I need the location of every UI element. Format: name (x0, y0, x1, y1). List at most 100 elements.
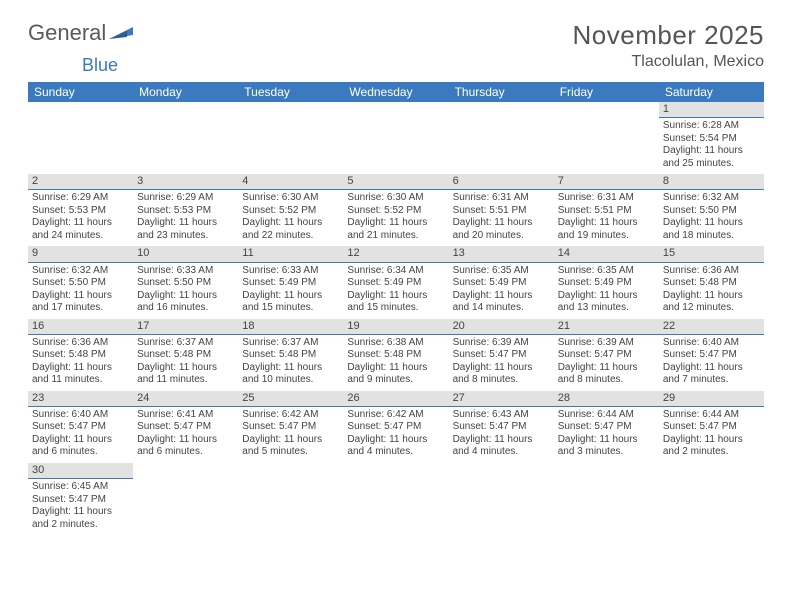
sunrise-text: Sunrise: 6:28 AM (663, 120, 760, 133)
daylight-text: Daylight: 11 hours (347, 362, 444, 375)
day-number: 25 (238, 391, 343, 407)
sunrise-text: Sunrise: 6:32 AM (32, 265, 129, 278)
day-header-saturday: Saturday (659, 82, 764, 102)
daylight-text: and 8 minutes. (453, 374, 550, 387)
day-details: Sunrise: 6:35 AMSunset: 5:49 PMDaylight:… (554, 263, 659, 319)
daylight-text: Daylight: 11 hours (558, 217, 655, 230)
daylight-text: and 9 minutes. (347, 374, 444, 387)
daylight-text: and 10 minutes. (242, 374, 339, 387)
day-number: 14 (554, 246, 659, 262)
empty-cell (343, 102, 448, 174)
day-details: Sunrise: 6:31 AMSunset: 5:51 PMDaylight:… (449, 190, 554, 246)
daylight-text: Daylight: 11 hours (242, 434, 339, 447)
sunrise-text: Sunrise: 6:31 AM (558, 192, 655, 205)
day-cell-5: 5Sunrise: 6:30 AMSunset: 5:52 PMDaylight… (343, 174, 448, 246)
sunset-text: Sunset: 5:47 PM (558, 421, 655, 434)
day-cell-15: 15Sunrise: 6:36 AMSunset: 5:48 PMDayligh… (659, 246, 764, 318)
day-number: 7 (554, 174, 659, 190)
daylight-text: Daylight: 11 hours (32, 506, 129, 519)
daylight-text: Daylight: 11 hours (32, 217, 129, 230)
sunset-text: Sunset: 5:47 PM (663, 349, 760, 362)
day-details: Sunrise: 6:39 AMSunset: 5:47 PMDaylight:… (449, 335, 554, 391)
day-number: 10 (133, 246, 238, 262)
week-row: 9Sunrise: 6:32 AMSunset: 5:50 PMDaylight… (28, 246, 764, 318)
day-details: Sunrise: 6:35 AMSunset: 5:49 PMDaylight:… (449, 263, 554, 319)
day-cell-18: 18Sunrise: 6:37 AMSunset: 5:48 PMDayligh… (238, 319, 343, 391)
daylight-text: Daylight: 11 hours (32, 434, 129, 447)
sunrise-text: Sunrise: 6:36 AM (663, 265, 760, 278)
day-details: Sunrise: 6:30 AMSunset: 5:52 PMDaylight:… (238, 190, 343, 246)
sunrise-text: Sunrise: 6:33 AM (137, 265, 234, 278)
day-header-thursday: Thursday (449, 82, 554, 102)
sunset-text: Sunset: 5:47 PM (347, 421, 444, 434)
day-details: Sunrise: 6:44 AMSunset: 5:47 PMDaylight:… (554, 407, 659, 463)
sunset-text: Sunset: 5:52 PM (242, 205, 339, 218)
sunrise-text: Sunrise: 6:35 AM (453, 265, 550, 278)
flag-icon (109, 25, 137, 43)
sunrise-text: Sunrise: 6:33 AM (242, 265, 339, 278)
daylight-text: Daylight: 11 hours (663, 217, 760, 230)
daylight-text: and 21 minutes. (347, 230, 444, 243)
day-cell-12: 12Sunrise: 6:34 AMSunset: 5:49 PMDayligh… (343, 246, 448, 318)
empty-cell (133, 463, 238, 535)
sunrise-text: Sunrise: 6:30 AM (242, 192, 339, 205)
daylight-text: and 12 minutes. (663, 302, 760, 315)
sunrise-text: Sunrise: 6:31 AM (453, 192, 550, 205)
daylight-text: and 11 minutes. (137, 374, 234, 387)
daylight-text: and 17 minutes. (32, 302, 129, 315)
daylight-text: and 2 minutes. (32, 519, 129, 532)
day-number: 3 (133, 174, 238, 190)
day-details: Sunrise: 6:40 AMSunset: 5:47 PMDaylight:… (659, 335, 764, 391)
day-cell-7: 7Sunrise: 6:31 AMSunset: 5:51 PMDaylight… (554, 174, 659, 246)
day-details: Sunrise: 6:42 AMSunset: 5:47 PMDaylight:… (238, 407, 343, 463)
sunset-text: Sunset: 5:48 PM (32, 349, 129, 362)
sunrise-text: Sunrise: 6:37 AM (137, 337, 234, 350)
day-header-wednesday: Wednesday (343, 82, 448, 102)
sunrise-text: Sunrise: 6:40 AM (32, 409, 129, 422)
sunrise-text: Sunrise: 6:40 AM (663, 337, 760, 350)
day-cell-14: 14Sunrise: 6:35 AMSunset: 5:49 PMDayligh… (554, 246, 659, 318)
daylight-text: and 3 minutes. (558, 446, 655, 459)
day-header-tuesday: Tuesday (238, 82, 343, 102)
sunrise-text: Sunrise: 6:43 AM (453, 409, 550, 422)
day-number: 23 (28, 391, 133, 407)
day-details: Sunrise: 6:41 AMSunset: 5:47 PMDaylight:… (133, 407, 238, 463)
sunset-text: Sunset: 5:48 PM (242, 349, 339, 362)
day-cell-27: 27Sunrise: 6:43 AMSunset: 5:47 PMDayligh… (449, 391, 554, 463)
day-cell-8: 8Sunrise: 6:32 AMSunset: 5:50 PMDaylight… (659, 174, 764, 246)
day-cell-17: 17Sunrise: 6:37 AMSunset: 5:48 PMDayligh… (133, 319, 238, 391)
daylight-text: Daylight: 11 hours (663, 434, 760, 447)
brand-general: General (28, 20, 106, 46)
sunrise-text: Sunrise: 6:37 AM (242, 337, 339, 350)
sunrise-text: Sunrise: 6:34 AM (347, 265, 444, 278)
sunset-text: Sunset: 5:48 PM (137, 349, 234, 362)
sunset-text: Sunset: 5:47 PM (558, 349, 655, 362)
daylight-text: and 4 minutes. (453, 446, 550, 459)
week-row: 2Sunrise: 6:29 AMSunset: 5:53 PMDaylight… (28, 174, 764, 246)
sunrise-text: Sunrise: 6:42 AM (347, 409, 444, 422)
day-details: Sunrise: 6:44 AMSunset: 5:47 PMDaylight:… (659, 407, 764, 463)
day-number: 5 (343, 174, 448, 190)
day-cell-6: 6Sunrise: 6:31 AMSunset: 5:51 PMDaylight… (449, 174, 554, 246)
daylight-text: and 20 minutes. (453, 230, 550, 243)
empty-cell (449, 102, 554, 174)
day-cell-28: 28Sunrise: 6:44 AMSunset: 5:47 PMDayligh… (554, 391, 659, 463)
sunrise-text: Sunrise: 6:36 AM (32, 337, 129, 350)
empty-cell (238, 102, 343, 174)
daylight-text: and 6 minutes. (137, 446, 234, 459)
day-number: 26 (343, 391, 448, 407)
sunset-text: Sunset: 5:50 PM (137, 277, 234, 290)
day-number: 4 (238, 174, 343, 190)
sunrise-text: Sunrise: 6:39 AM (558, 337, 655, 350)
daylight-text: and 16 minutes. (137, 302, 234, 315)
empty-cell (449, 463, 554, 535)
day-cell-30: 30Sunrise: 6:45 AMSunset: 5:47 PMDayligh… (28, 463, 133, 535)
sunset-text: Sunset: 5:50 PM (32, 277, 129, 290)
day-cell-16: 16Sunrise: 6:36 AMSunset: 5:48 PMDayligh… (28, 319, 133, 391)
daylight-text: Daylight: 11 hours (242, 362, 339, 375)
day-number: 8 (659, 174, 764, 190)
day-cell-19: 19Sunrise: 6:38 AMSunset: 5:48 PMDayligh… (343, 319, 448, 391)
day-cell-11: 11Sunrise: 6:33 AMSunset: 5:49 PMDayligh… (238, 246, 343, 318)
day-cell-13: 13Sunrise: 6:35 AMSunset: 5:49 PMDayligh… (449, 246, 554, 318)
day-details: Sunrise: 6:30 AMSunset: 5:52 PMDaylight:… (343, 190, 448, 246)
